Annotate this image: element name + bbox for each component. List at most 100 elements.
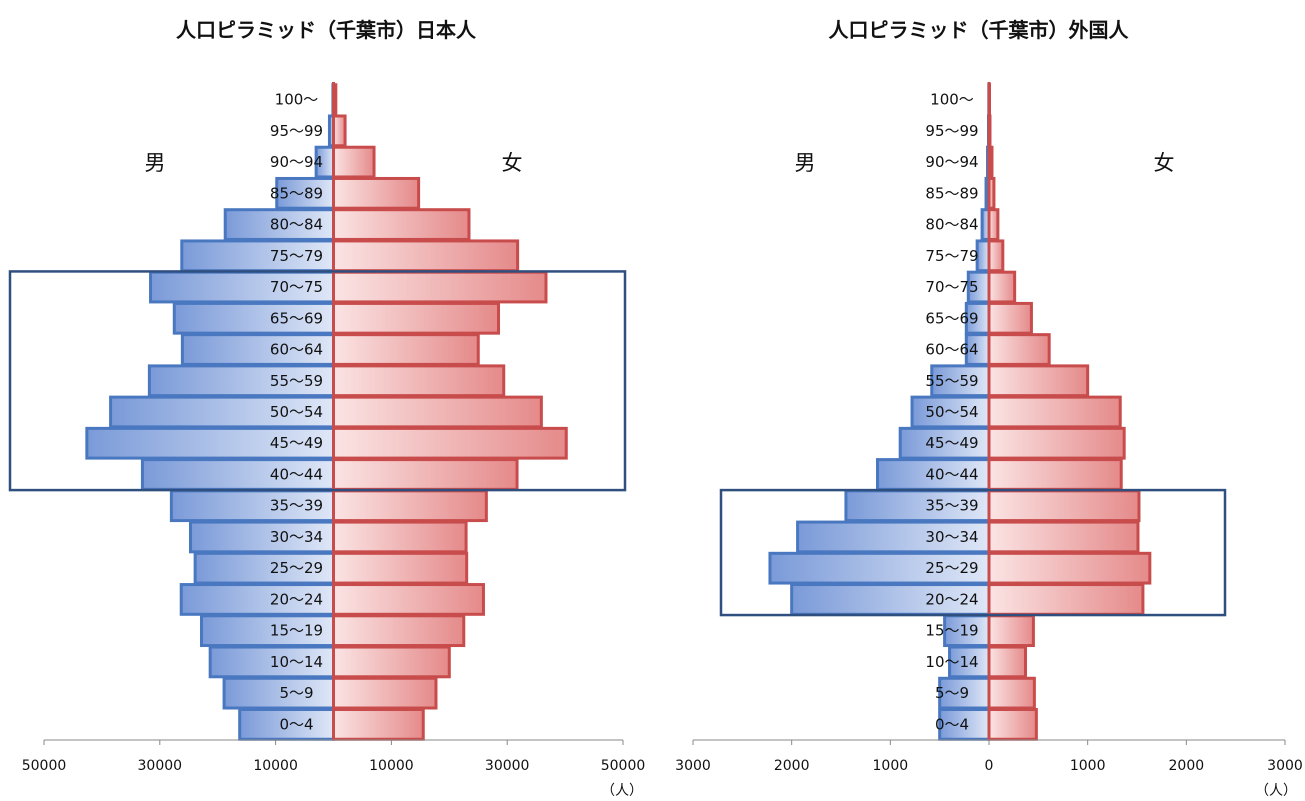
x-tick-label: 2000 — [1169, 758, 1205, 774]
age-label: 25～29 — [925, 559, 978, 577]
x-tick-label: 3000 — [675, 758, 711, 774]
age-label: 35～39 — [270, 497, 323, 515]
age-label: 70～75 — [925, 278, 978, 296]
bar-male — [275, 176, 335, 210]
bar-male — [199, 614, 335, 648]
age-label: 0～4 — [279, 715, 313, 733]
age-label: 90～94 — [270, 153, 323, 171]
female-label: 女 — [502, 151, 523, 175]
bar-male — [179, 583, 335, 616]
bar-female — [987, 333, 1051, 366]
age-label: 30～34 — [270, 528, 323, 546]
x-tick-label: 50000 — [22, 758, 67, 774]
bar-male — [910, 395, 991, 429]
bar-female — [987, 583, 1145, 616]
age-label: 15～19 — [270, 622, 323, 640]
age-label: 80～84 — [270, 216, 323, 234]
age-label: 55～59 — [925, 372, 978, 390]
x-tick-label: 2000 — [774, 758, 810, 774]
bar-male — [180, 333, 335, 366]
age-label: 65～69 — [925, 309, 978, 327]
bar-male — [208, 645, 336, 679]
age-label: 10～14 — [270, 653, 323, 671]
age-label: 45～49 — [270, 434, 323, 452]
bar-female — [332, 239, 520, 273]
bar-female — [332, 645, 451, 679]
bar-female — [987, 645, 1028, 679]
bar-female — [332, 426, 568, 460]
x-tick-label: 10000 — [253, 758, 298, 774]
age-label: 40～44 — [270, 465, 323, 483]
bar-female — [332, 489, 488, 523]
age-label: 100～ — [275, 91, 319, 109]
x-tick-label: 10000 — [369, 758, 414, 774]
bar-female — [332, 270, 548, 304]
unit-label: （人） — [1255, 783, 1297, 799]
age-label: 50～54 — [925, 403, 978, 421]
male-label: 男 — [145, 151, 166, 175]
bar-female — [987, 239, 1005, 273]
bar-female — [987, 614, 1035, 648]
chart-plot: 0～4 5～9 10～14 15～19 20～24 25～29 30～34 35～39 40～4… — [8, 82, 645, 799]
chart-title: 人口ピラミッド（千葉市）日本人 — [176, 18, 476, 42]
bar-male — [149, 270, 335, 304]
age-label: 45～49 — [925, 434, 978, 452]
bar-female — [987, 301, 1033, 335]
age-label: 65～69 — [270, 309, 323, 327]
age-label: 25～29 — [270, 559, 323, 577]
x-tick-label: 0 — [985, 758, 994, 774]
bar-female — [332, 145, 376, 179]
age-label: 50～54 — [270, 403, 323, 421]
chart-plot: 0～4 5～9 10～14 15～19 20～24 25～29 30～34 35～39 40～4… — [675, 82, 1303, 799]
bar-female — [987, 270, 1017, 304]
age-label: 100～ — [930, 91, 974, 109]
age-label: 85～89 — [270, 184, 323, 202]
chart-title: 人口ピラミッド（千葉市）外国人 — [828, 18, 1129, 42]
bar-male — [790, 583, 991, 616]
bar-female — [332, 395, 543, 429]
bar-male — [768, 551, 991, 585]
bar-female — [332, 176, 421, 210]
bar-female — [987, 426, 1126, 460]
bar-female — [332, 458, 519, 491]
bar-female — [332, 708, 425, 741]
age-label: 30～34 — [925, 528, 978, 546]
highlight-box — [719, 488, 1227, 617]
bar-male — [796, 520, 991, 554]
bar-male — [844, 489, 991, 523]
bar-female — [987, 676, 1036, 710]
bar-male — [85, 426, 336, 460]
age-label: 20～24 — [925, 590, 978, 608]
bar-male — [943, 614, 991, 648]
bar-male — [147, 364, 335, 398]
bar-male — [223, 208, 336, 241]
bar-female — [332, 114, 347, 148]
age-label: 20～24 — [270, 590, 323, 608]
bar-female — [332, 301, 501, 335]
age-label: 70～75 — [270, 278, 323, 296]
age-label: 60～64 — [925, 341, 978, 359]
bar-female — [987, 364, 1090, 398]
x-tick-label: 30000 — [485, 758, 530, 774]
age-label: 75～79 — [270, 247, 323, 265]
pyramid-chart-japanese: 人口ピラミッド（千葉市）日本人 0～4 5～9 10～14 15～19 20～24 25～… — [0, 0, 652, 801]
age-label: 0～4 — [935, 715, 969, 733]
highlight-box — [8, 270, 627, 492]
pyramid-chart-foreign: 人口ピラミッド（千葉市）外国人 0～4 5～9 10～14 15～19 20～24 25～… — [652, 0, 1305, 801]
bar-male — [938, 676, 991, 710]
x-tick-label: 1000 — [1070, 758, 1106, 774]
bar-female — [332, 551, 469, 585]
bar-male — [222, 676, 335, 710]
x-tick-label: 1000 — [873, 758, 909, 774]
x-tick-label: 30000 — [138, 758, 183, 774]
male-label: 男 — [795, 151, 816, 175]
bar-female — [987, 395, 1122, 429]
age-label: 75～79 — [925, 247, 978, 265]
age-label: 95～99 — [270, 122, 323, 140]
bar-female — [332, 364, 506, 398]
bar-female — [332, 583, 485, 616]
age-label: 80～84 — [925, 216, 978, 234]
age-label: 85～89 — [925, 184, 978, 202]
x-tick-label: 3000 — [1267, 758, 1303, 774]
bar-female — [987, 520, 1140, 554]
